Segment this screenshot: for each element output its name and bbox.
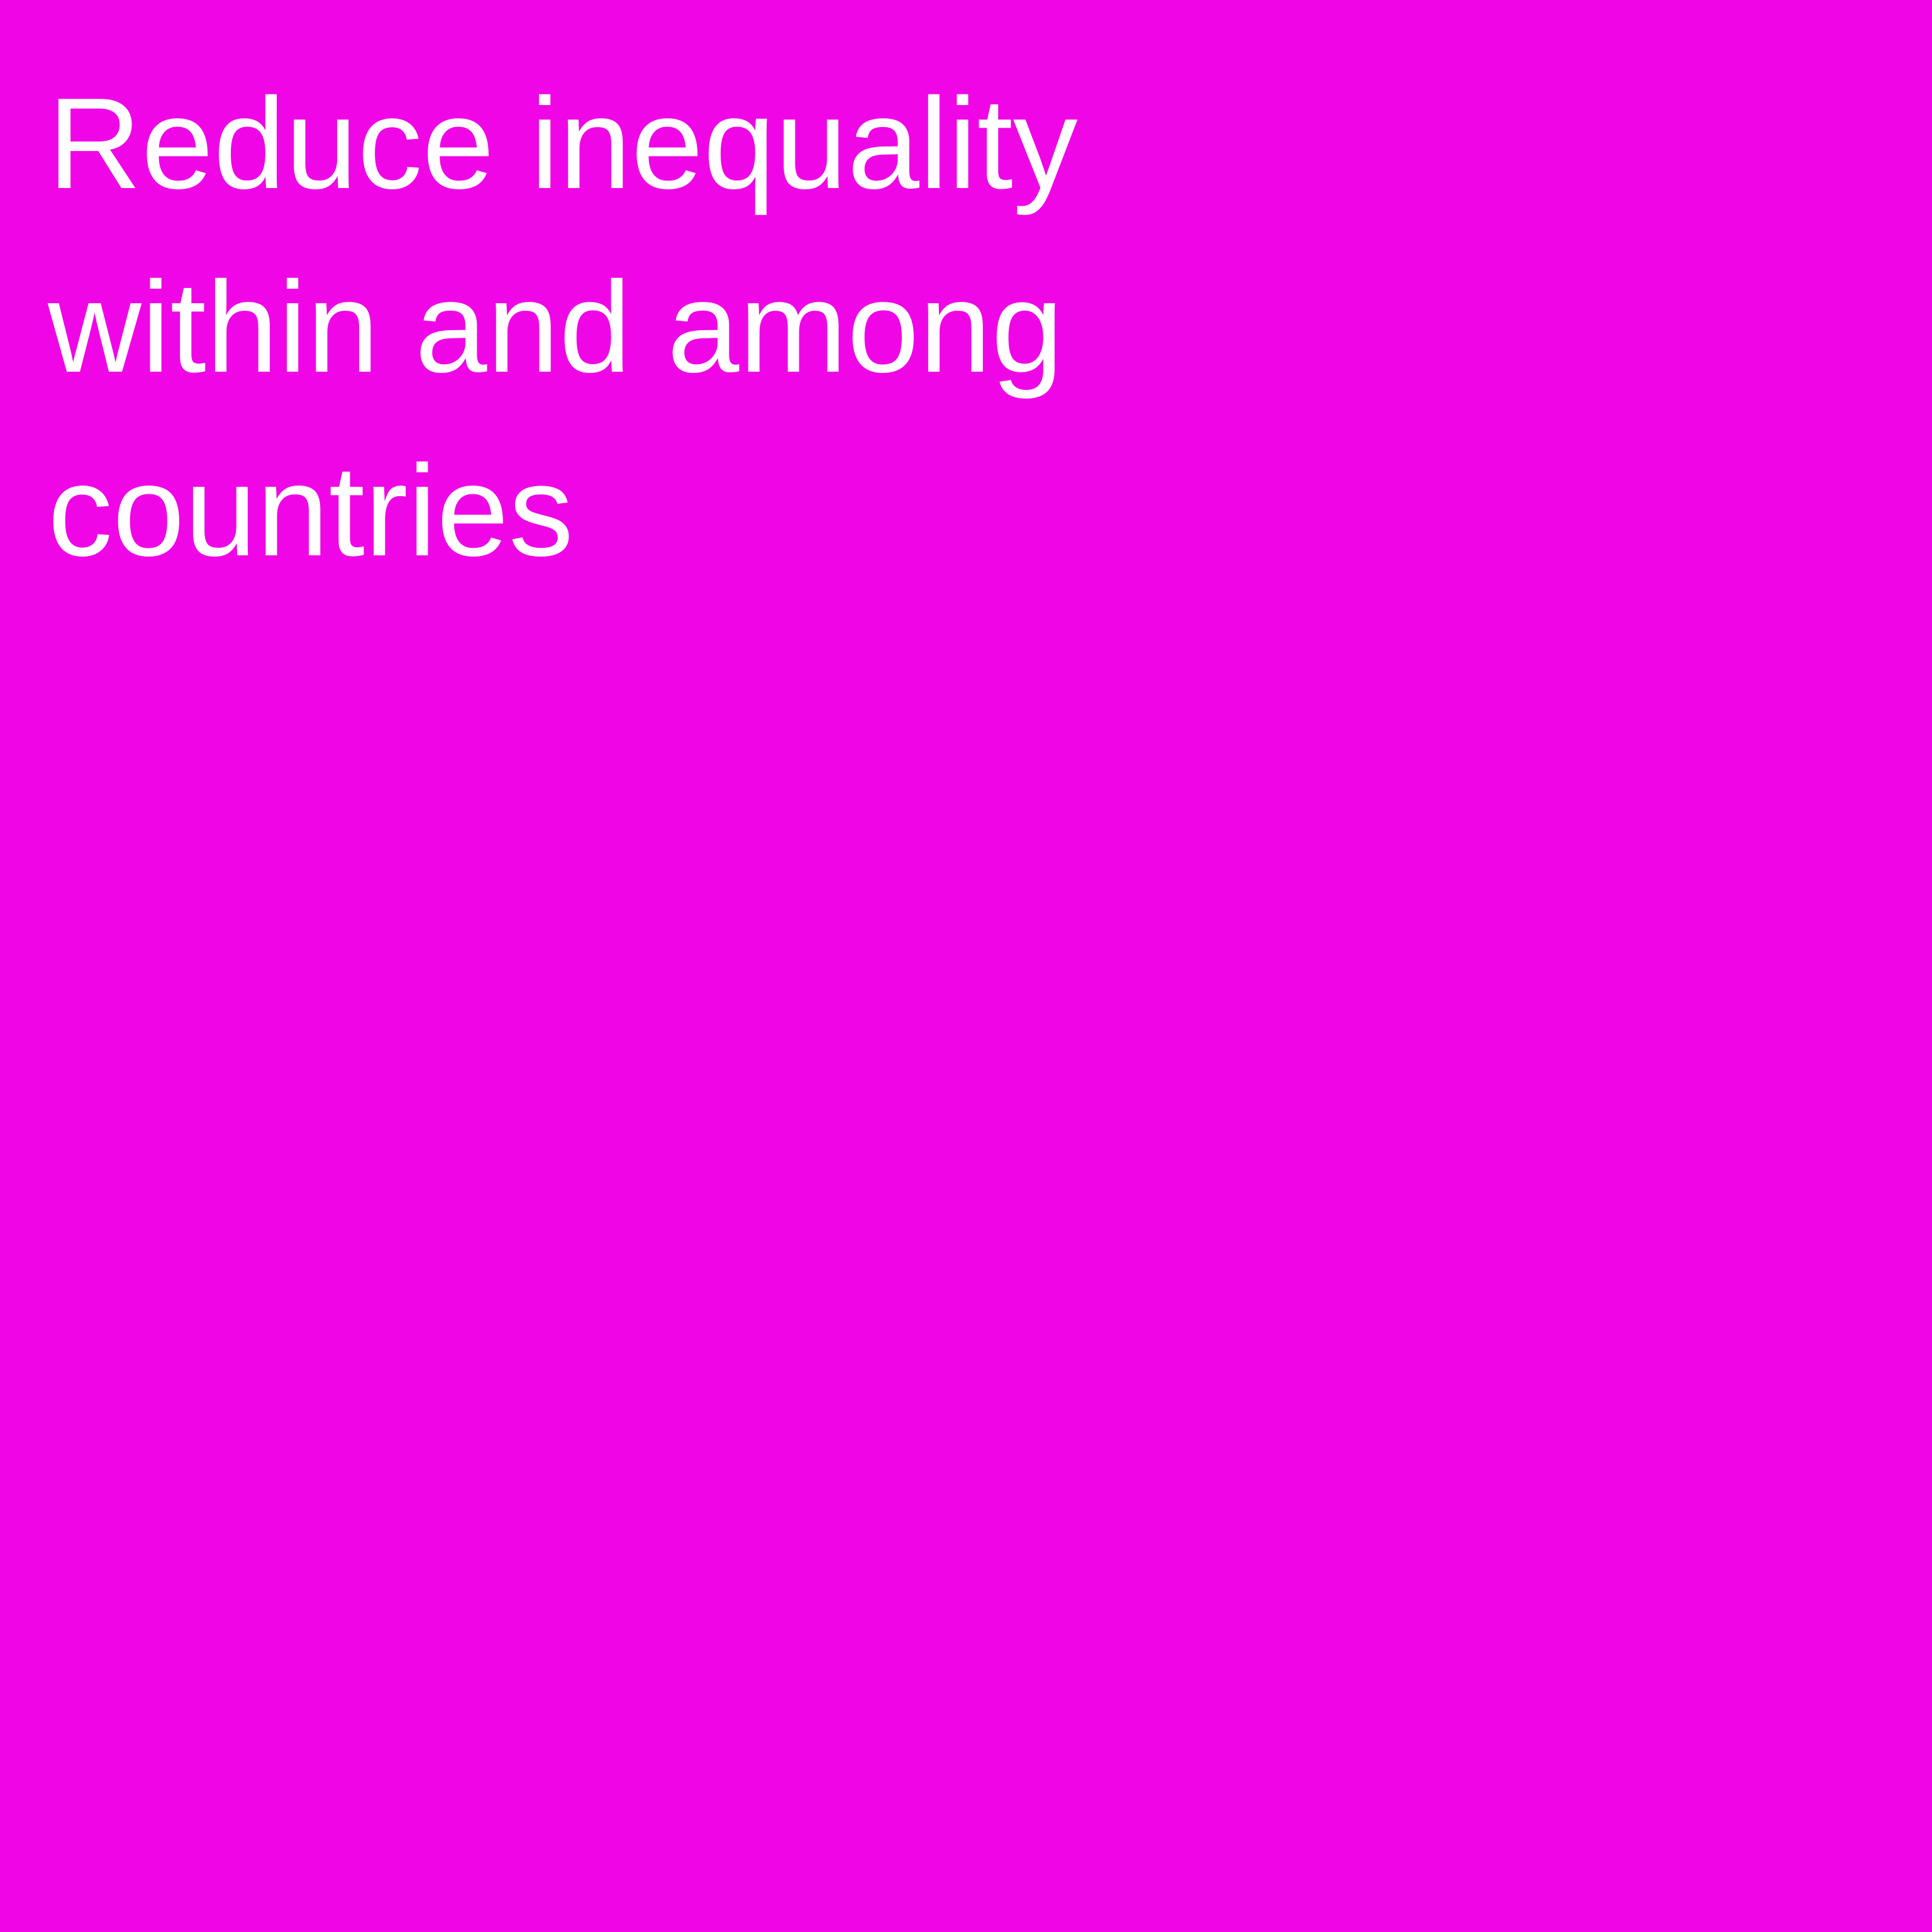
goal-title: Reduce inequality within and among count… (48, 71, 1078, 583)
